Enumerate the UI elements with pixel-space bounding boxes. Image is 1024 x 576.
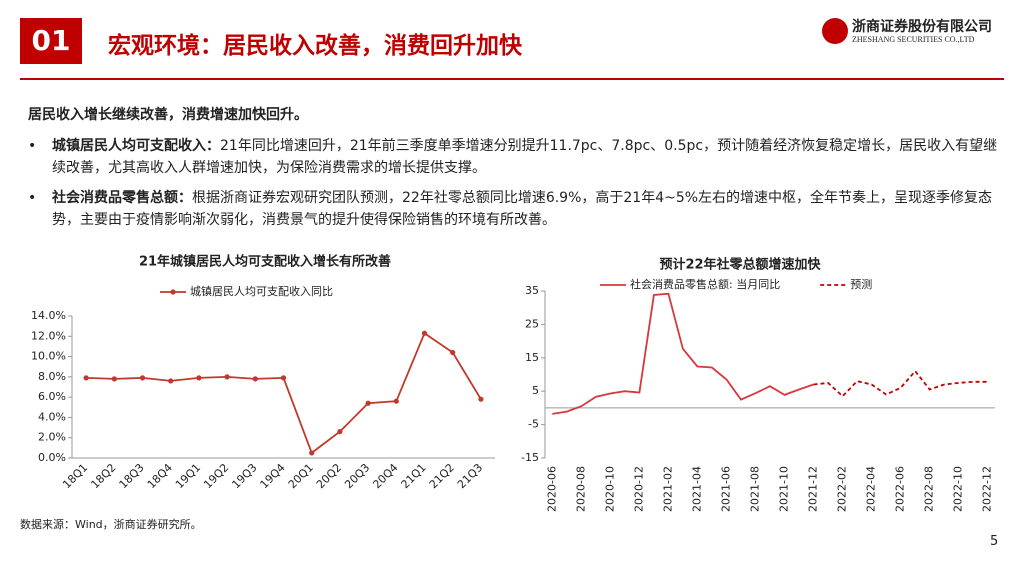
source: 数据来源：Wind，浙商证券研究所。	[20, 518, 202, 531]
x-tick-label: 18Q3	[117, 461, 147, 491]
point	[139, 375, 146, 381]
point	[224, 374, 230, 380]
legend-label: 预测	[850, 278, 872, 291]
x-tick-label: 2020-10	[603, 466, 616, 512]
x-tick-label: 18Q2	[88, 461, 118, 491]
x-tick-label: 20Q2	[314, 461, 344, 491]
x-tick-label: 21Q1	[399, 461, 429, 491]
point	[309, 450, 315, 456]
bullet: • 城镇居民人均可支配收入：21年同比增速回升，21年前三季度单季增速分别提升1…	[28, 135, 998, 179]
y-tick-label: 25	[525, 317, 539, 330]
x-tick-label: 18Q4	[145, 461, 175, 491]
x-tick-label: 2020-08	[574, 466, 587, 512]
legend-label: 社会消费品零售总额: 当月同比	[630, 277, 780, 291]
section-badge: 01	[20, 18, 82, 64]
y-tick-label: 6.0%	[38, 390, 66, 403]
x-tick-label: 2020-12	[632, 466, 645, 512]
x-tick-label: 20Q1	[286, 461, 316, 491]
slide-title: 宏观环境：居民收入改善，消费回升加快	[108, 33, 522, 59]
x-tick-label: 2021-02	[661, 466, 674, 512]
series-line	[552, 292, 814, 415]
y-tick-label: 15	[525, 351, 539, 364]
header-rule	[20, 78, 1004, 80]
y-tick-label: 2.0%	[38, 431, 66, 444]
chart-title: 预计22年社零总额增速加快	[659, 257, 821, 273]
bullet: • 社会消费品零售总额：根据浙商证券宏观研究团队预测，22年社零总额同比增速6.…	[28, 187, 998, 231]
x-tick-label: 19Q4	[258, 461, 288, 491]
x-tick-label: 19Q3	[229, 461, 259, 491]
legend-marker	[170, 289, 176, 295]
x-tick-label: 2022-06	[894, 466, 907, 512]
x-tick-label: 18Q1	[60, 461, 90, 491]
x-tick-label: 2021-06	[719, 466, 732, 512]
bullet-text: 21年同比增速回升，21年前三季度单季增速分别提升11.7pc、7.8pc、0.…	[52, 138, 998, 176]
y-tick-label: 4.0%	[38, 410, 66, 423]
company-en: ZHESHANG SECURITIES CO.,LTD	[852, 35, 975, 44]
y-tick-label: -15	[521, 451, 539, 464]
x-tick-label: 2021-08	[748, 466, 761, 512]
y-tick-label: 8.0%	[38, 370, 66, 383]
x-tick-label: 19Q2	[201, 461, 231, 491]
y-tick-label: 10.0%	[31, 350, 66, 363]
x-tick-label: 2022-10	[952, 466, 965, 512]
x-tick-label: 19Q1	[173, 461, 203, 491]
bullet-label: 社会消费品零售总额：	[52, 190, 192, 206]
bullet-dot: •	[28, 190, 37, 206]
x-tick-label: 2022-08	[923, 466, 936, 512]
x-tick-label: 21Q2	[427, 461, 457, 491]
point	[393, 398, 399, 404]
point	[280, 375, 287, 381]
x-tick-label: 2022-12	[981, 466, 994, 512]
y-tick-label: 35	[525, 284, 539, 297]
point	[365, 400, 371, 406]
point	[337, 429, 343, 435]
bullet-dot: •	[28, 138, 37, 154]
page-number: 5	[990, 534, 999, 549]
x-tick-label: 20Q3	[342, 461, 372, 491]
x-tick-label: 2022-04	[865, 466, 878, 512]
point	[450, 349, 456, 356]
point	[196, 375, 202, 381]
x-tick-label: 21Q3	[455, 461, 485, 491]
point	[83, 375, 89, 381]
legend-label: 城镇居民人均可支配收入同比	[190, 284, 333, 298]
y-tick-label: 5	[532, 384, 539, 397]
company-name: 浙商证券股份有限公司	[852, 19, 992, 35]
point	[168, 378, 174, 384]
intro: 居民收入增长继续改善，消费增速加快回升。	[28, 107, 308, 123]
point	[478, 396, 484, 402]
x-tick-label: 2021-12	[807, 466, 820, 512]
point	[421, 330, 428, 336]
series-line	[86, 331, 482, 455]
bullet-text: 根据浙商证券宏观研究团队预测，22年社零总额同比增速6.9%，高于21年4~5%…	[52, 190, 993, 228]
y-tick-label: 0.0%	[38, 451, 66, 464]
y-tick-label: 14.0%	[31, 309, 66, 322]
x-tick-label: 2021-10	[778, 466, 791, 512]
chart-title: 21年城镇居民人均可支配收入增长有所改善	[139, 254, 391, 270]
y-tick-label: 12.0%	[31, 329, 66, 342]
y-tick-label: -5	[528, 418, 539, 431]
x-tick-label: 2021-04	[690, 466, 703, 512]
series-line	[813, 369, 988, 398]
point	[252, 376, 258, 382]
x-tick-label: 20Q4	[370, 461, 400, 491]
point	[111, 376, 117, 382]
logo-icon	[822, 18, 848, 44]
x-tick-label: 2022-02	[836, 466, 849, 512]
x-tick-label: 2020-06	[545, 466, 558, 512]
bullet-label: 城镇居民人均可支配收入：	[52, 138, 220, 154]
